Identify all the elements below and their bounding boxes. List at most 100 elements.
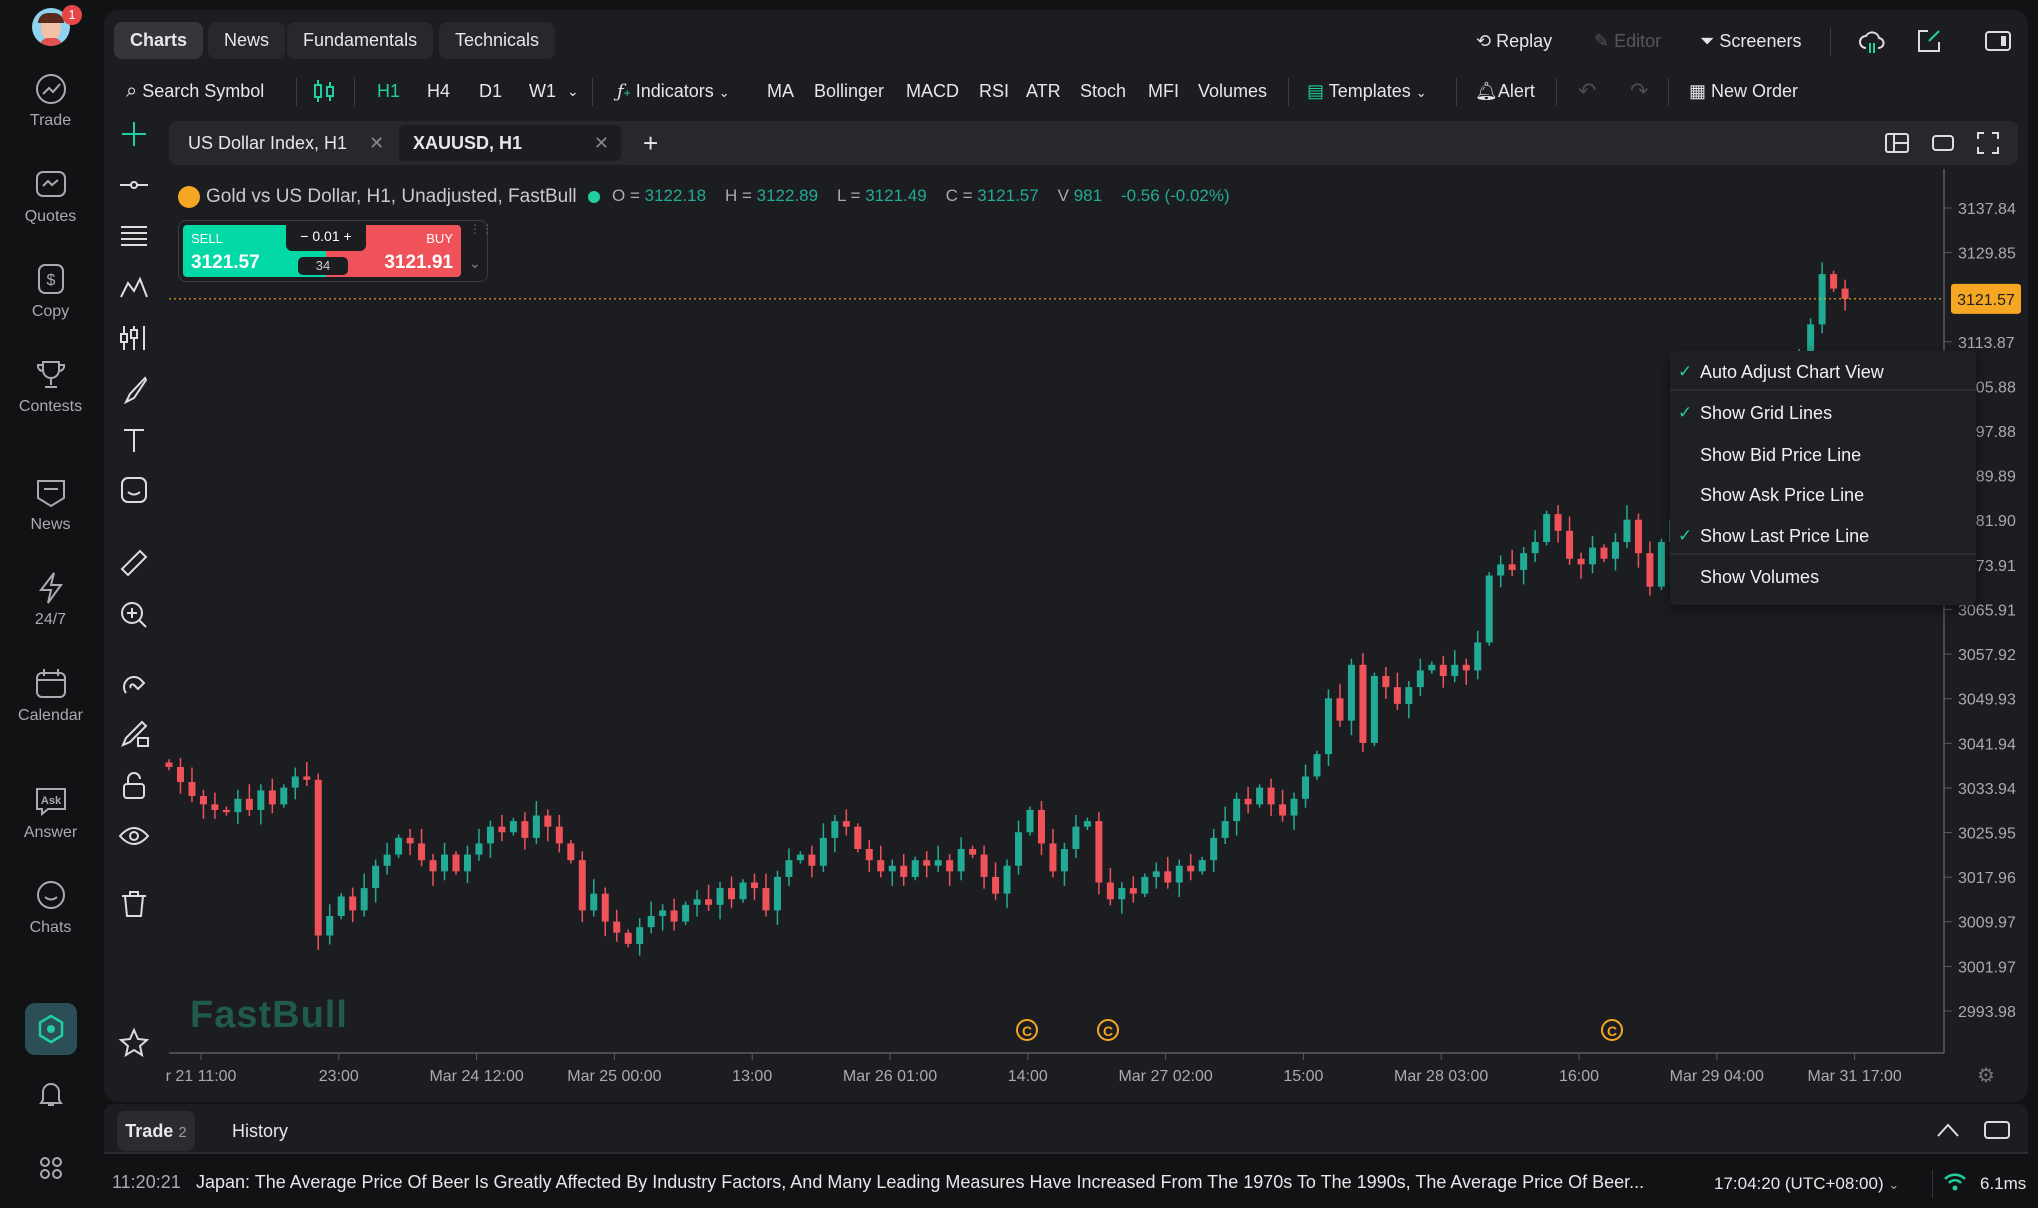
candle-body — [578, 860, 586, 911]
price-tick-label: 3041.94 — [1958, 736, 2016, 753]
menu-item-show-volumes[interactable]: Show Volumes — [1700, 567, 1820, 587]
collapse-chevron-up-icon[interactable] — [1936, 1122, 1960, 1138]
sidebar-item-answer[interactable]: Ask Answer — [0, 784, 101, 842]
undo-icon[interactable]: ↶ — [1578, 78, 1597, 103]
line-tool-icon[interactable] — [118, 169, 150, 201]
drag-handle-icon[interactable]: ⋮⋮ — [469, 222, 493, 236]
indicator-mfi[interactable]: MFI — [1148, 81, 1179, 101]
fullscreen-icon[interactable] — [1977, 132, 1999, 154]
menu-item-show-ask-price-line[interactable]: Show Ask Price Line — [1700, 485, 1865, 505]
apps-grid-icon[interactable] — [38, 1155, 64, 1181]
bottom-panel — [104, 1104, 2028, 1154]
chart-tab-xauusd[interactable]: XAUUSD, H1 ✕ — [399, 125, 621, 161]
redo-icon[interactable]: ↷ — [1630, 78, 1649, 103]
lock-icon[interactable] — [118, 770, 150, 802]
chart-tab-dxy[interactable]: US Dollar Index, H1 ✕ — [188, 133, 385, 153]
close-icon[interactable]: ✕ — [593, 133, 609, 153]
candle-body — [865, 849, 873, 861]
menu-item-auto-adjust-chart-view[interactable]: ✓ Auto Adjust Chart View — [1670, 353, 1976, 391]
time-tick-label: Mar 29 04:00 — [1670, 1068, 1764, 1085]
fib-lines-icon[interactable] — [118, 220, 150, 252]
tab-trade[interactable]: Trade 2 — [117, 1111, 195, 1151]
indicator-bollinger[interactable]: Bollinger — [814, 81, 885, 101]
ruler-icon[interactable] — [118, 547, 150, 579]
tab-history[interactable]: History — [232, 1121, 289, 1141]
menu-item-show-grid-lines[interactable]: ✓ Show Grid Lines — [1670, 394, 1976, 432]
sidebar-item-quotes[interactable]: Quotes — [0, 168, 101, 226]
panel-toggle-icon[interactable] — [1984, 30, 2012, 52]
indicators-button[interactable]: ƒ+ Indicators ⌄ — [617, 81, 730, 102]
sidebar-item-chats[interactable]: Chats — [0, 879, 101, 937]
search-symbol-button[interactable]: ⌕ Search Symbol — [126, 80, 265, 102]
indicator-rsi[interactable]: RSI — [979, 81, 1010, 101]
hex-app-button[interactable] — [25, 1003, 77, 1055]
candle-body — [659, 910, 667, 916]
screeners-button[interactable]: ⏷ Screeners — [1700, 31, 1802, 51]
sidebar-item-247[interactable]: 24/7 — [0, 571, 101, 629]
text-tool-icon[interactable] — [118, 424, 150, 456]
templates-button[interactable]: ▤ Templates ⌄ — [1307, 81, 1427, 101]
close-icon[interactable]: ✕ — [369, 133, 385, 153]
buy-button[interactable]: BUY 3121.91 — [326, 225, 461, 277]
favorite-star-icon[interactable] — [118, 1027, 150, 1059]
sidebar-item-copy[interactable]: $ Copy — [0, 263, 101, 321]
add-tab-icon[interactable]: + — [643, 128, 659, 158]
sidebar-item-news[interactable]: News — [0, 476, 101, 534]
time-tick-label: 16:00 — [1559, 1068, 1599, 1085]
lock-drawing-icon[interactable] — [118, 718, 150, 750]
candle-body — [1302, 776, 1310, 799]
candle-type-icon[interactable] — [312, 78, 336, 104]
candle-body — [1485, 575, 1493, 643]
emoji-icon[interactable] — [118, 474, 150, 506]
replay-button[interactable]: ⟲ Replay — [1476, 31, 1553, 51]
crosshair-plus-icon[interactable] — [118, 118, 150, 150]
lot-stepper[interactable]: − 0.01 + — [286, 225, 366, 251]
menu-item-show-bid-price-line[interactable]: Show Bid Price Line — [1700, 445, 1862, 465]
candle-body — [923, 860, 931, 866]
price-tick-label: 3057.92 — [1958, 647, 2016, 664]
zoom-in-icon[interactable] — [118, 599, 150, 631]
timeframe-h4[interactable]: H4 — [427, 81, 451, 101]
timeframe-h1[interactable]: H1 — [377, 81, 401, 101]
sidebar-item-calendar[interactable]: Calendar — [0, 667, 101, 725]
share-icon[interactable] — [1916, 28, 1942, 54]
indicator-macd[interactable]: MACD — [906, 81, 959, 101]
candle-body — [1095, 821, 1103, 883]
eye-icon[interactable] — [118, 820, 150, 852]
tab-technicals[interactable]: Technicals — [439, 22, 556, 59]
projection-tool-icon[interactable] — [118, 322, 150, 354]
indicator-volumes[interactable]: Volumes — [1198, 81, 1268, 101]
tab-charts[interactable]: Charts — [114, 22, 204, 59]
magnet-icon[interactable] — [118, 667, 150, 699]
window-icon[interactable] — [1932, 134, 1954, 152]
clock-dropdown[interactable]: 17:04:20 (UTC+08:00) ⌄ — [1714, 1174, 1900, 1193]
maximize-panel-icon[interactable] — [1984, 1120, 2010, 1140]
cloud-sync-icon[interactable] — [1858, 28, 1886, 56]
tab-news[interactable]: News — [208, 22, 286, 59]
brush-icon[interactable] — [118, 374, 150, 406]
tab-fundamentals[interactable]: Fundamentals — [287, 22, 434, 59]
news-ticker[interactable]: Japan: The Average Price Of Beer Is Grea… — [196, 1172, 1645, 1192]
new-order-button[interactable]: ▦ New Order — [1689, 81, 1799, 101]
editor-button[interactable]: ✎ Editor — [1594, 31, 1662, 51]
plus-icon: + — [343, 228, 352, 244]
layout-icon[interactable] — [1885, 133, 1909, 153]
settings-gear-icon[interactable]: ⚙ — [1977, 1065, 1995, 1087]
bell-icon[interactable] — [38, 1080, 64, 1108]
sidebar-item-contests[interactable]: Contests — [0, 358, 101, 416]
indicator-atr[interactable]: ATR — [1026, 81, 1061, 101]
menu-item-show-last-price-line[interactable]: ✓ Show Last Price Line — [1670, 517, 1976, 555]
expand-chevron-icon[interactable]: ⌄ — [469, 255, 481, 271]
indicator-ma[interactable]: MA — [767, 81, 794, 101]
timeframe-w1[interactable]: W1 — [529, 81, 556, 101]
candle-body — [1106, 882, 1114, 900]
candle-body — [980, 854, 988, 877]
sidebar-item-trade[interactable]: Trade — [0, 72, 101, 130]
alert-button[interactable]: 🔔︎Alert — [1475, 81, 1535, 101]
pattern-tool-icon[interactable] — [118, 271, 150, 303]
timeframe-d1[interactable]: D1 — [479, 81, 503, 101]
trash-icon[interactable] — [118, 888, 150, 920]
indicator-stoch[interactable]: Stoch — [1080, 81, 1127, 101]
timeframe-dropdown-icon[interactable]: ⌄ — [567, 83, 579, 99]
